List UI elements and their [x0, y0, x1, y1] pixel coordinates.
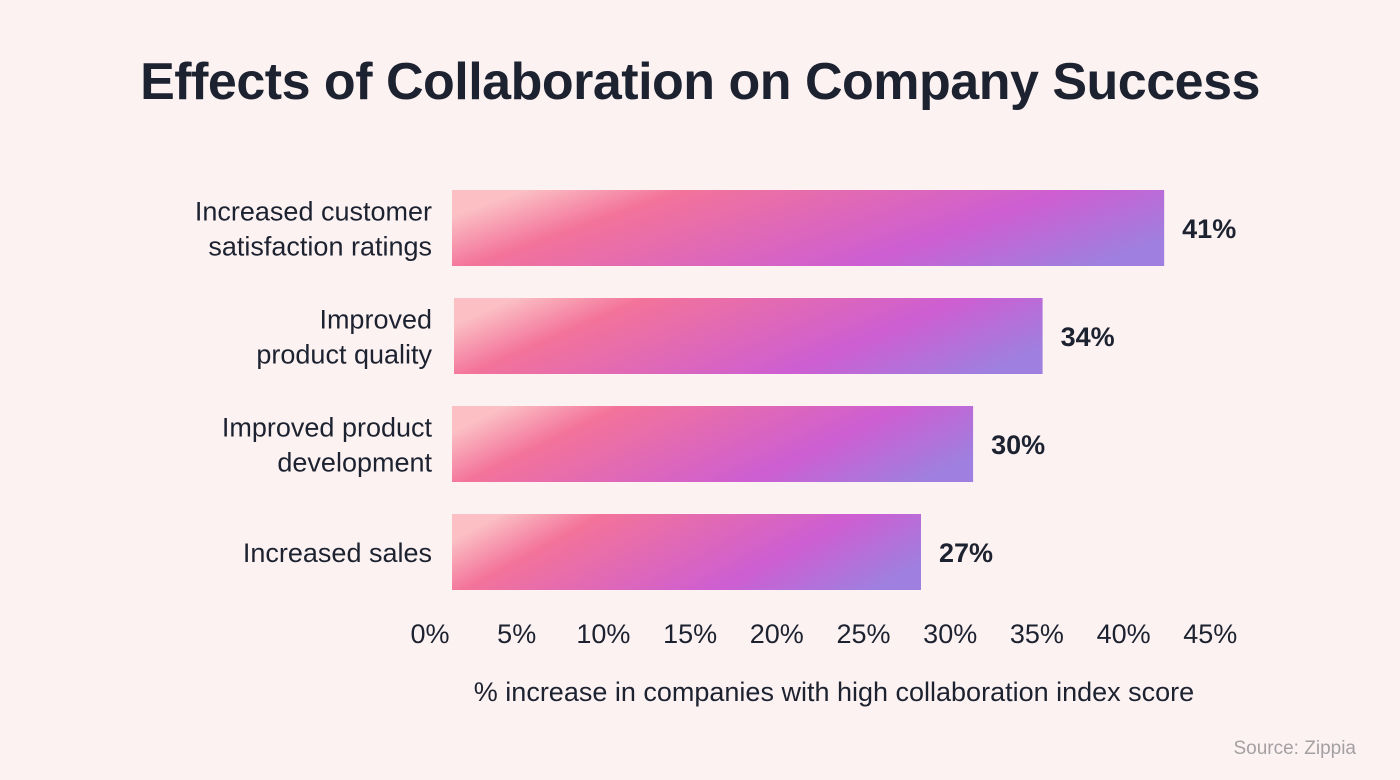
x-tick-label: 5%	[497, 619, 536, 649]
category-label-1: Improved product quality	[256, 305, 432, 370]
x-tick-label: 40%	[1097, 619, 1151, 649]
category-label-line: satisfaction ratings	[208, 232, 432, 262]
category-label-line: Improved	[319, 305, 432, 335]
x-axis-title: % increase in companies with high collab…	[474, 677, 1194, 707]
category-label-0: Increased customer satisfaction ratings	[195, 197, 432, 262]
x-tick-label: 35%	[1010, 619, 1064, 649]
category-label-line: product quality	[256, 340, 432, 370]
x-tick-label: 0%	[410, 619, 449, 649]
category-label-line: development	[277, 448, 432, 478]
value-labels-group: 41% 34% 30% 27%	[939, 214, 1236, 568]
x-tick-label: 15%	[663, 619, 717, 649]
value-label-1: 34%	[1061, 322, 1115, 352]
bar-2	[452, 406, 974, 482]
x-tick-labels-group: 0% 5% 10% 15% 20% 25% 30% 35% 40% 45%	[410, 619, 1237, 649]
value-label-2: 30%	[991, 430, 1045, 460]
value-label-0: 41%	[1182, 214, 1236, 244]
x-tick-label: 30%	[923, 619, 977, 649]
x-tick-label: 45%	[1183, 619, 1237, 649]
bar-1	[454, 298, 1043, 374]
x-tick-label: 10%	[576, 619, 630, 649]
bars-group	[452, 190, 1165, 590]
chart-title: Effects of Collaboration on Company Succ…	[140, 53, 1260, 111]
bar-3	[452, 514, 921, 590]
category-label-3: Increased sales	[243, 538, 432, 568]
value-label-3: 27%	[939, 538, 993, 568]
category-label-line: Improved product	[222, 413, 433, 443]
category-labels-group: Increased customer satisfaction ratings Im…	[195, 197, 433, 569]
source-note: Source: Zippia	[1233, 738, 1356, 759]
x-tick-label: 20%	[750, 619, 804, 649]
bar-0	[452, 190, 1165, 266]
category-label-line: Increased sales	[243, 538, 432, 568]
category-label-2: Improved product development	[222, 413, 433, 478]
x-tick-label: 25%	[836, 619, 890, 649]
category-label-line: Increased customer	[195, 197, 432, 227]
